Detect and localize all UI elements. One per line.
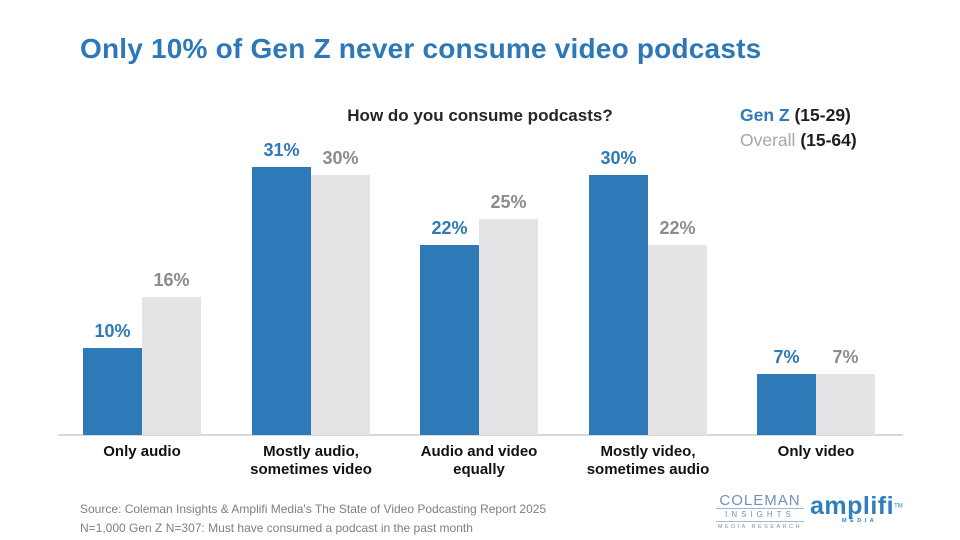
trademark-mark: TM [894, 503, 903, 510]
legend-genz-range: (15-29) [794, 105, 851, 125]
legend-overall-range: (15-64) [800, 130, 857, 150]
bar-value-label: 10% [94, 321, 131, 341]
bar-value-label: 22% [431, 218, 468, 238]
coleman-logo-tagline: MEDIA RESEARCH [717, 524, 803, 530]
category-label: Mostly video, sometimes audio [586, 443, 710, 478]
page-title: Only 10% of Gen Z never consume video po… [80, 33, 762, 64]
bar-genz [589, 175, 648, 435]
bar-genz [420, 245, 479, 435]
source-line-1: Source: Coleman Insights & Amplifi Media… [80, 502, 547, 516]
legend-overall: Overall (15-64) [740, 128, 857, 153]
bar-value-label: 25% [490, 192, 527, 212]
bar-value-label: 30% [322, 148, 359, 168]
bar-overall [142, 297, 201, 435]
bar-value-label: 31% [263, 140, 300, 160]
chart-legend: Gen Z (15-29) Overall (15-64) [740, 103, 857, 153]
category-label: Only audio [103, 443, 181, 460]
coleman-insights-logo: COLEMAN INSIGHTS MEDIA RESEARCH [716, 492, 804, 531]
bar-value-label: 7% [773, 347, 800, 367]
amplifi-logo-media: MEDIA [842, 518, 878, 524]
bar-genz [252, 167, 311, 435]
source-note: Source: Coleman Insights & Amplifi Media… [80, 500, 546, 538]
legend-genz-name: Gen Z [740, 105, 790, 125]
legend-genz: Gen Z (15-29) [740, 103, 857, 128]
coleman-logo-insights: INSIGHTS [716, 508, 804, 522]
chart-question: How do you consume podcasts? [347, 106, 613, 125]
bar-value-label: 7% [832, 347, 859, 367]
x-axis-line [58, 434, 903, 436]
bar-genz [83, 348, 142, 435]
bar-overall [479, 219, 538, 435]
bar-value-label: 22% [659, 218, 696, 238]
bar-value-label: 30% [600, 148, 637, 168]
coleman-logo-wordmark: COLEMAN [719, 492, 801, 509]
source-line-2: N=1,000 Gen Z N=307: Must have consumed … [80, 521, 473, 535]
category-label: Audio and video equally [420, 443, 538, 478]
amplifi-media-logo: amplifiTM MEDIA [810, 492, 903, 524]
legend-overall-name: Overall [740, 130, 796, 150]
bar-overall [648, 245, 707, 435]
bar-overall [311, 175, 370, 435]
bar-genz [757, 374, 816, 435]
bar-overall [816, 374, 875, 435]
category-label: Only video [777, 443, 855, 460]
amplifi-logo-wordmark: amplifi [810, 492, 895, 520]
bar-value-label: 16% [153, 270, 190, 290]
category-label: Mostly audio, sometimes video [250, 443, 372, 478]
